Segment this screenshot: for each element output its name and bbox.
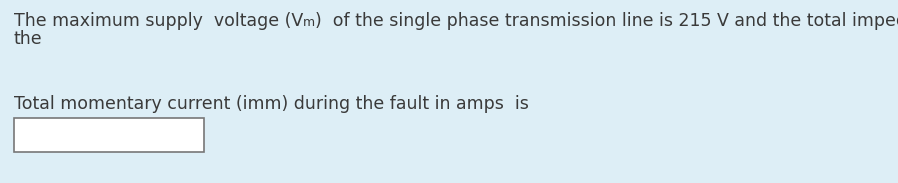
Bar <box>14 118 204 152</box>
Text: m: m <box>304 16 315 29</box>
Text: The maximum supply  voltage (V: The maximum supply voltage (V <box>14 12 304 30</box>
Text: Total momentary current (imm) during the fault in amps  is: Total momentary current (imm) during the… <box>14 95 529 113</box>
Text: )  of the single phase transmission line is 215 V and the total impedance (|Z|) : ) of the single phase transmission line … <box>315 12 898 30</box>
Text: the: the <box>14 30 42 48</box>
